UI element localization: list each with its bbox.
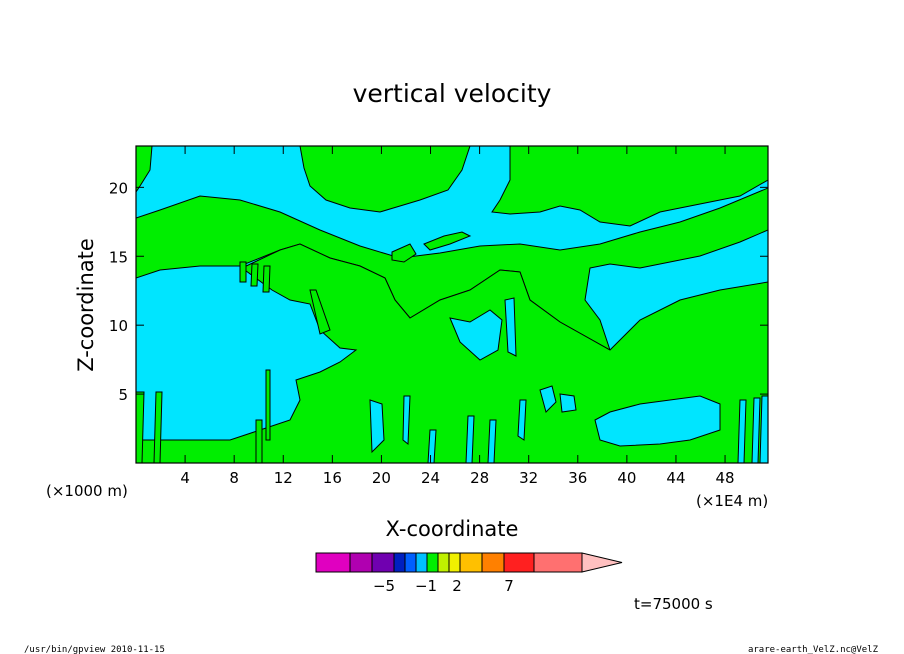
contour-island (423, 231, 472, 251)
y-axis-ticks: 5 10 15 20 (109, 179, 768, 404)
x-tick-label: 12 (274, 469, 293, 487)
contour-field (136, 146, 768, 463)
x-tick-label: 36 (568, 469, 587, 487)
contour-streak (737, 399, 747, 463)
y-axis-label: Z-coordinate (74, 238, 98, 372)
y-tick-label: 10 (109, 317, 128, 335)
x-tick-label: 40 (617, 469, 636, 487)
x-tick-label: 48 (716, 469, 735, 487)
footer-left: /usr/bin/gpview 2010-11-15 (24, 645, 165, 654)
colorbar (315, 552, 623, 573)
contour-region-positive-top-right (491, 146, 768, 227)
colorbar-swatch (437, 552, 450, 573)
contour-island (594, 395, 721, 447)
plot-frame (135, 145, 769, 464)
contour-island (369, 399, 385, 454)
contour-streak (250, 263, 259, 287)
colorbar-swatch (393, 552, 406, 573)
colorbar-label: 7 (504, 577, 514, 595)
colorbar-swatch (349, 552, 373, 573)
x-tick-label: 8 (229, 469, 239, 487)
contour-streak (759, 395, 768, 463)
contour-streak (487, 419, 497, 463)
x-tick-label: 16 (323, 469, 342, 487)
colorbar-swatch (404, 552, 417, 573)
contour-streak (153, 391, 163, 463)
x-axis-label: X-coordinate (386, 517, 519, 541)
colorbar-swatch (426, 552, 439, 573)
contour-island (449, 309, 503, 361)
contour-region-positive-top-mid (299, 146, 471, 213)
x-axis-unit-right: (×1E4 m) (696, 492, 768, 510)
contour-region-positive-lower (136, 243, 768, 463)
contour-streak (427, 429, 437, 463)
contour-streak (309, 289, 331, 335)
x-axis-ticks: 4 8 12 16 20 24 28 32 36 40 44 48 (180, 146, 735, 487)
x-tick-label: 4 (180, 469, 190, 487)
colorbar-swatch (415, 552, 428, 573)
colorbar-labels: −5 −1 2 7 (373, 577, 514, 595)
contour-island (559, 393, 577, 413)
contour-streak (751, 397, 761, 463)
colorbar-swatch (315, 552, 351, 573)
contour-streak (255, 419, 263, 463)
contour-island (391, 243, 417, 263)
contour-streak (517, 399, 527, 441)
x-tick-label: 28 (470, 469, 489, 487)
y-tick-label: 20 (109, 179, 128, 197)
y-tick-label: 5 (118, 386, 128, 404)
x-tick-label: 24 (421, 469, 440, 487)
colorbar-label: −5 (373, 577, 395, 595)
colorbar-swatch (481, 552, 505, 573)
x-tick-label: 20 (372, 469, 391, 487)
colorbar-label: −1 (415, 577, 437, 595)
colorbar-swatch (459, 552, 483, 573)
contour-streak (265, 369, 271, 441)
colorbar-swatch (448, 552, 461, 573)
colorbar-swatch (503, 552, 535, 573)
contour-streak (402, 395, 411, 446)
colorbar-label: 2 (452, 577, 462, 595)
y-tick-label: 15 (109, 248, 128, 266)
contour-streak (239, 261, 247, 283)
chart-title: vertical velocity (353, 79, 552, 108)
colorbar-extension-arrow (581, 552, 623, 573)
contour-region-positive-top-left (136, 146, 153, 193)
colorbar-swatch (371, 552, 395, 573)
contour-streak (136, 391, 145, 463)
time-label: t=75000 s (634, 595, 713, 613)
contour-streak (465, 415, 475, 463)
contour-island (539, 385, 557, 413)
contour-island (504, 297, 517, 357)
x-tick-label: 32 (519, 469, 538, 487)
x-tick-label: 44 (666, 469, 685, 487)
footer-right: arare-earth_VelZ.nc@VelZ (748, 645, 879, 654)
colorbar-swatch (533, 552, 583, 573)
contour-streak (262, 265, 271, 293)
x-axis-unit-left: (×1000 m) (46, 482, 128, 500)
